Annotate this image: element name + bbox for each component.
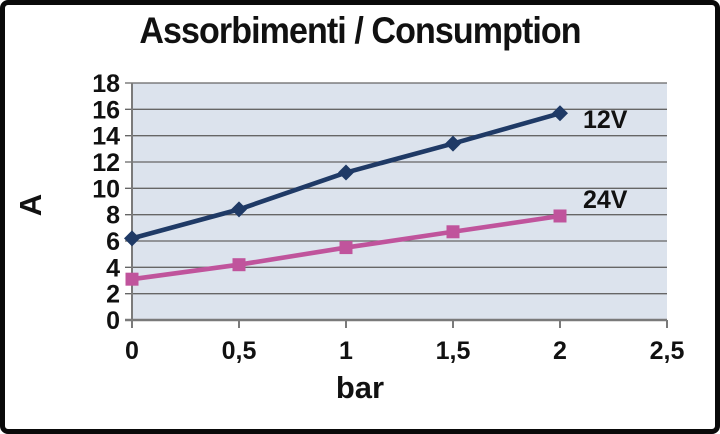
marker-diamond-12v (231, 201, 247, 218)
series-label-12v: 12V (583, 106, 628, 134)
marker-square-24v (125, 272, 139, 286)
y-tick-label: 10 (92, 175, 120, 203)
y-tick-label: 12 (92, 149, 120, 177)
y-tick-label: 4 (106, 254, 120, 282)
y-tick-label: 16 (92, 96, 120, 124)
series-label-24v: 24V (583, 186, 628, 214)
y-tick-label: 14 (92, 123, 120, 151)
marker-diamond-12v (124, 230, 140, 247)
y-tick-label: 8 (106, 202, 120, 230)
marker-diamond-12v (338, 164, 354, 181)
marker-diamond-12v (445, 135, 461, 152)
y-tick-label: 6 (106, 228, 120, 256)
x-tick-label: 2,5 (650, 337, 685, 365)
y-tick-label: 0 (106, 307, 120, 335)
chart-title: Assorbimenti / Consumption (139, 10, 581, 51)
marker-square-24v (232, 258, 246, 272)
marker-square-24v (446, 225, 460, 239)
y-tick-label: 18 (92, 70, 120, 98)
x-tick-label: 0,5 (222, 337, 257, 365)
marker-square-24v (339, 241, 353, 255)
x-axis-title: bar (335, 370, 385, 405)
x-tick-label: 2 (553, 337, 567, 365)
marker-diamond-12v (552, 105, 568, 122)
x-tick-label: 1,5 (436, 337, 471, 365)
x-tick-label: 0 (125, 337, 139, 365)
marker-square-24v (553, 209, 567, 223)
y-tick-label: 2 (106, 281, 120, 309)
plot-background (132, 83, 667, 320)
x-tick-label: 1 (339, 337, 353, 365)
